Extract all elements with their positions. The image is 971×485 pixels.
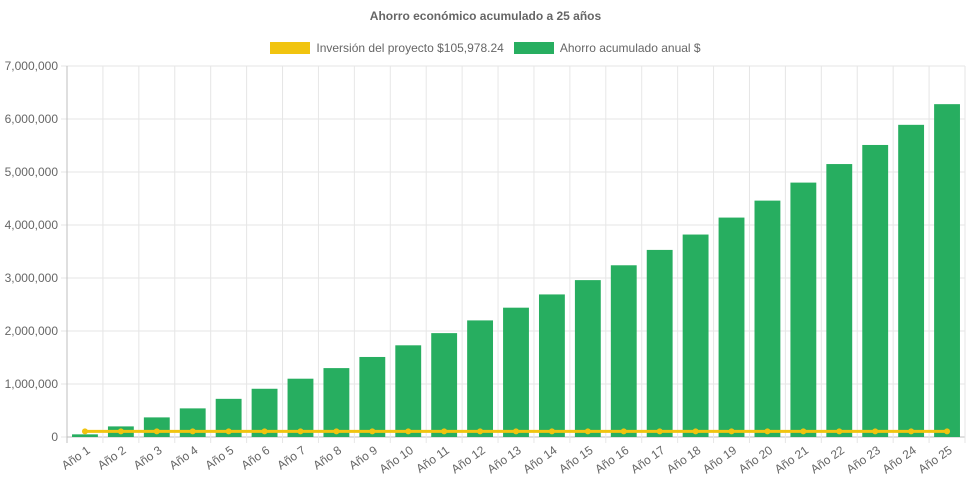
x-tick-label: Año 12 bbox=[449, 443, 488, 476]
bar bbox=[790, 182, 817, 437]
x-tick-label: Año 13 bbox=[485, 443, 524, 476]
line-point bbox=[548, 428, 555, 435]
x-tick-label: Año 21 bbox=[772, 443, 811, 476]
x-tick-label: Año 6 bbox=[239, 443, 273, 473]
line-point bbox=[944, 428, 951, 435]
bar bbox=[359, 356, 386, 437]
bar bbox=[323, 368, 350, 437]
line-point bbox=[584, 428, 591, 435]
bar bbox=[862, 144, 889, 437]
line-point bbox=[692, 428, 699, 435]
line-point bbox=[297, 428, 304, 435]
y-tick-label: 3,000,000 bbox=[5, 271, 59, 285]
legend: Inversión del proyecto $105,978.24 Ahorr… bbox=[0, 41, 971, 55]
y-tick-label: 0 bbox=[51, 430, 58, 444]
line-point bbox=[189, 428, 196, 435]
x-tick-label: Año 15 bbox=[556, 443, 595, 476]
legend-label-savings: Ahorro acumulado anual $ bbox=[559, 41, 701, 55]
legend-swatch-savings bbox=[513, 42, 554, 54]
line-point bbox=[405, 428, 412, 435]
line-point bbox=[728, 428, 735, 435]
y-tick-label: 1,000,000 bbox=[5, 377, 59, 391]
line-point bbox=[513, 428, 519, 435]
bar bbox=[538, 294, 565, 437]
line-point bbox=[620, 428, 627, 435]
x-tick-label: Año 24 bbox=[880, 443, 919, 476]
x-tick-label: Año 14 bbox=[520, 443, 559, 476]
bar bbox=[287, 378, 314, 437]
bar bbox=[934, 104, 960, 437]
y-tick-label: 4,000,000 bbox=[5, 218, 59, 232]
line-series bbox=[81, 428, 951, 435]
x-tick-label: Año 5 bbox=[203, 443, 237, 473]
x-tick-label: Año 8 bbox=[310, 443, 344, 473]
bar bbox=[467, 320, 494, 437]
x-tick-labels: Año 1 Año 2 Año 3 Año 4 Año 5 Año 6 Año 7 Año 8… bbox=[59, 443, 955, 477]
bar bbox=[754, 200, 781, 437]
x-tick-label: Año 19 bbox=[700, 443, 739, 476]
bar bbox=[718, 217, 745, 437]
x-tick-label: Año 11 bbox=[413, 443, 452, 476]
bar-series bbox=[72, 104, 960, 438]
line-point bbox=[333, 428, 340, 435]
bar bbox=[431, 333, 458, 437]
x-tick-label: Año 10 bbox=[377, 443, 416, 476]
bar bbox=[610, 265, 637, 437]
y-tick-label: 2,000,000 bbox=[5, 324, 59, 338]
line-point bbox=[117, 428, 124, 435]
line-point bbox=[153, 428, 160, 435]
line-point bbox=[81, 428, 88, 435]
x-tick-label: Año 2 bbox=[95, 443, 129, 473]
line-point bbox=[261, 428, 268, 435]
line-point bbox=[800, 428, 807, 435]
x-tick-label: Año 20 bbox=[736, 443, 775, 476]
line-point bbox=[477, 428, 484, 435]
y-tick-label: 5,000,000 bbox=[5, 165, 59, 179]
chart-title: Ahorro económico acumulado a 25 años bbox=[369, 9, 602, 23]
x-tick-label: Año 4 bbox=[167, 443, 201, 473]
line-point bbox=[441, 428, 448, 435]
legend-item-savings[interactable]: Ahorro acumulado anual $ bbox=[513, 41, 701, 55]
x-tick-label: Año 17 bbox=[628, 443, 667, 476]
legend-label-investment: Inversión del proyecto $105,978.24 bbox=[316, 41, 504, 55]
bar bbox=[826, 164, 853, 438]
bar bbox=[574, 280, 601, 437]
bar bbox=[898, 124, 925, 437]
line-point bbox=[369, 428, 376, 435]
x-tick-label: Año 22 bbox=[808, 443, 847, 476]
x-tick-label: Año 7 bbox=[274, 443, 308, 473]
line-point bbox=[872, 428, 879, 435]
legend-swatch-investment bbox=[270, 42, 311, 54]
y-tick-label: 6,000,000 bbox=[5, 112, 59, 126]
x-tick-label: Año 1 bbox=[59, 443, 93, 473]
x-tick-label: Año 3 bbox=[131, 443, 165, 473]
x-tick-label: Año 23 bbox=[844, 443, 883, 476]
legend-item-investment[interactable]: Inversión del proyecto $105,978.24 bbox=[270, 41, 504, 55]
x-tick-label: Año 18 bbox=[664, 443, 703, 476]
line-point bbox=[656, 428, 663, 435]
line-point bbox=[836, 428, 843, 435]
bar bbox=[682, 234, 709, 437]
x-tick-label: Año 25 bbox=[916, 443, 955, 476]
bar bbox=[395, 345, 422, 437]
bar bbox=[503, 307, 529, 437]
line-point bbox=[764, 428, 771, 435]
bar bbox=[646, 249, 673, 437]
bar bbox=[72, 434, 98, 437]
line-point bbox=[225, 428, 232, 435]
x-tick-label: Año 9 bbox=[346, 443, 380, 473]
line-point bbox=[908, 428, 915, 435]
y-tick-label: 7,000,000 bbox=[5, 59, 59, 73]
x-tick-label: Año 16 bbox=[592, 443, 631, 476]
